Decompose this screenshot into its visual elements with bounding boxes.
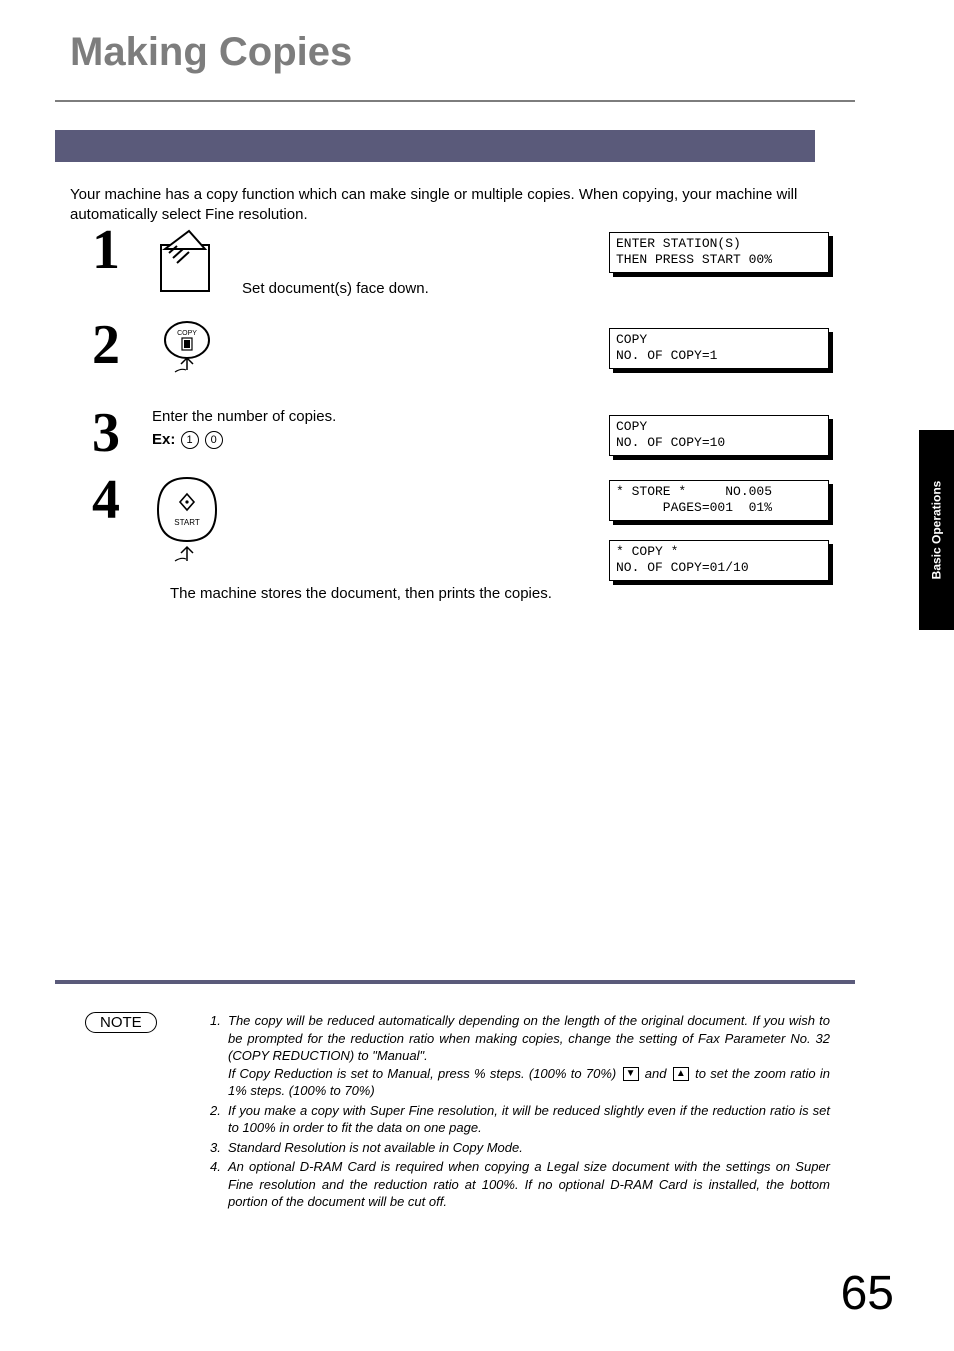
- copy-button-icon: COPY: [152, 320, 222, 376]
- document-facedown-icon: [152, 225, 222, 295]
- side-tab: Basic Operations: [919, 430, 954, 630]
- step-3-instruction: Enter the number of copies.: [152, 408, 336, 425]
- lcd-display-1: ENTER STATION(S) THEN PRESS START 00%: [609, 232, 829, 273]
- lcd-display-5: * COPY * NO. OF COPY=01/10: [609, 540, 829, 581]
- copy-label-svg: COPY: [177, 330, 197, 337]
- note-2: 2. If you make a copy with Super Fine re…: [210, 1102, 830, 1137]
- start-button-icon: START: [152, 475, 222, 565]
- note-2-text: If you make a copy with Super Fine resol…: [228, 1103, 830, 1136]
- note-3: 3. Standard Resolution is not available …: [210, 1139, 830, 1157]
- step-1: 1 Set document(s) face down.: [92, 225, 429, 297]
- lcd-display-2: COPY NO. OF COPY=1: [609, 328, 829, 369]
- step-3-number: 3: [92, 408, 132, 458]
- title-rule: [55, 100, 855, 102]
- side-tab-label: Basic Operations: [930, 481, 944, 580]
- up-arrow-icon: ▲: [673, 1067, 689, 1081]
- note-4-num: 4.: [210, 1158, 221, 1176]
- step-1-text: Set document(s) face down.: [242, 280, 429, 297]
- note-3-num: 3.: [210, 1139, 221, 1157]
- note-4-text: An optional D-RAM Card is required when …: [228, 1159, 830, 1209]
- down-arrow-icon: ▼: [623, 1067, 639, 1081]
- page-number: 65: [841, 1266, 894, 1321]
- step-4: 4 START: [92, 475, 222, 565]
- keypad-key-0: 0: [205, 431, 223, 449]
- step-4-number: 4: [92, 475, 132, 525]
- start-label-svg: START: [174, 518, 200, 527]
- example-label: Ex:: [152, 431, 175, 448]
- note-3-text: Standard Resolution is not available in …: [228, 1140, 523, 1155]
- intro-text: Your machine has a copy function which c…: [70, 185, 820, 226]
- note-2-num: 2.: [210, 1102, 221, 1120]
- note-1-num: 1.: [210, 1012, 221, 1030]
- step-4-result: The machine stores the document, then pr…: [170, 585, 552, 602]
- page-title: Making Copies: [70, 30, 352, 75]
- step-1-number: 1: [92, 225, 132, 275]
- note-1-text-a: The copy will be reduced automatically d…: [228, 1013, 830, 1063]
- note-badge: NOTE: [85, 1012, 157, 1033]
- page: Making Copies Your machine has a copy fu…: [0, 0, 954, 1351]
- notes-block: 1. The copy will be reduced automaticall…: [210, 1012, 830, 1213]
- step-2-number: 2: [92, 320, 132, 370]
- section-bar: [55, 130, 815, 162]
- note-4: 4. An optional D-RAM Card is required wh…: [210, 1158, 830, 1211]
- step-3-text: Enter the number of copies. Ex: 1 0: [152, 408, 336, 449]
- lcd-display-3: COPY NO. OF COPY=10: [609, 415, 829, 456]
- keypad-key-1: 1: [181, 431, 199, 449]
- lcd-display-4: * STORE * NO.005 PAGES=001 01%: [609, 480, 829, 521]
- step-3: 3 Enter the number of copies. Ex: 1 0: [92, 408, 336, 458]
- step-2: 2 COPY: [92, 320, 222, 376]
- footer-rule: [55, 980, 855, 984]
- note-1-text-b-pre: If Copy Reduction is set to Manual, pres…: [228, 1066, 621, 1081]
- note-1: 1. The copy will be reduced automaticall…: [210, 1012, 830, 1100]
- note-1-text-b-mid: and: [641, 1066, 671, 1081]
